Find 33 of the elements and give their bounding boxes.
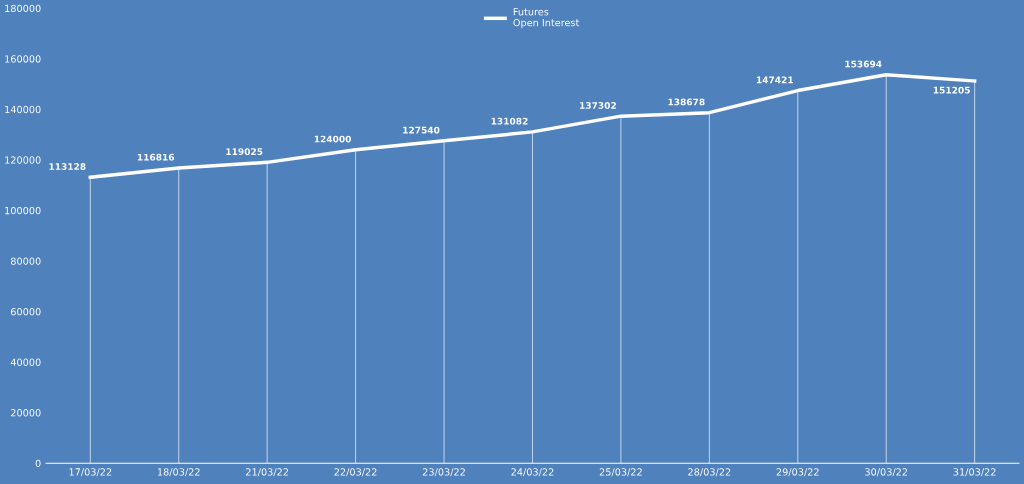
y-tick-label: 180000 (5, 4, 41, 13)
y-tick-label: 0 (35, 459, 41, 468)
y-tick-label: 160000 (5, 55, 41, 63)
data-label: 138678 (668, 98, 705, 106)
legend-label: Futures Open Interest (513, 8, 580, 29)
y-tick-label: 60000 (10, 308, 41, 316)
y-tick-label: 40000 (10, 358, 41, 366)
data-label: 137302 (580, 102, 616, 109)
data-label: 116816 (137, 153, 175, 161)
x-tick-label: 31/03/22 (953, 468, 996, 477)
y-tick-label: 100000 (5, 206, 41, 215)
x-tick-label: 17/03/22 (69, 468, 112, 477)
data-label: 153694 (845, 60, 882, 68)
data-label: 147421 (756, 76, 793, 84)
x-tick-label: 22/03/22 (334, 468, 377, 477)
x-tick-label: 25/03/22 (599, 468, 642, 477)
y-tick-label: 140000 (5, 105, 41, 114)
data-label: 119025 (226, 148, 263, 156)
y-tick-label: 20000 (11, 409, 41, 417)
y-tick-label: 120000 (5, 156, 41, 164)
data-label: 124000 (314, 135, 352, 143)
data-label: 127540 (403, 126, 440, 134)
x-tick-label: 30/03/22 (865, 468, 908, 477)
x-tick-label: 29/03/22 (776, 468, 819, 477)
x-tick-label: 24/03/22 (511, 468, 554, 477)
data-label: 151205 (933, 86, 970, 94)
x-tick-label: 28/03/22 (688, 468, 731, 477)
x-tick-label: 21/03/22 (246, 468, 289, 477)
data-label: 131082 (491, 117, 528, 125)
data-label: 113128 (49, 163, 86, 170)
x-tick-label: 23/03/22 (422, 468, 465, 477)
x-tick-label: 18/03/22 (157, 468, 200, 477)
y-tick-label: 80000 (10, 257, 41, 265)
